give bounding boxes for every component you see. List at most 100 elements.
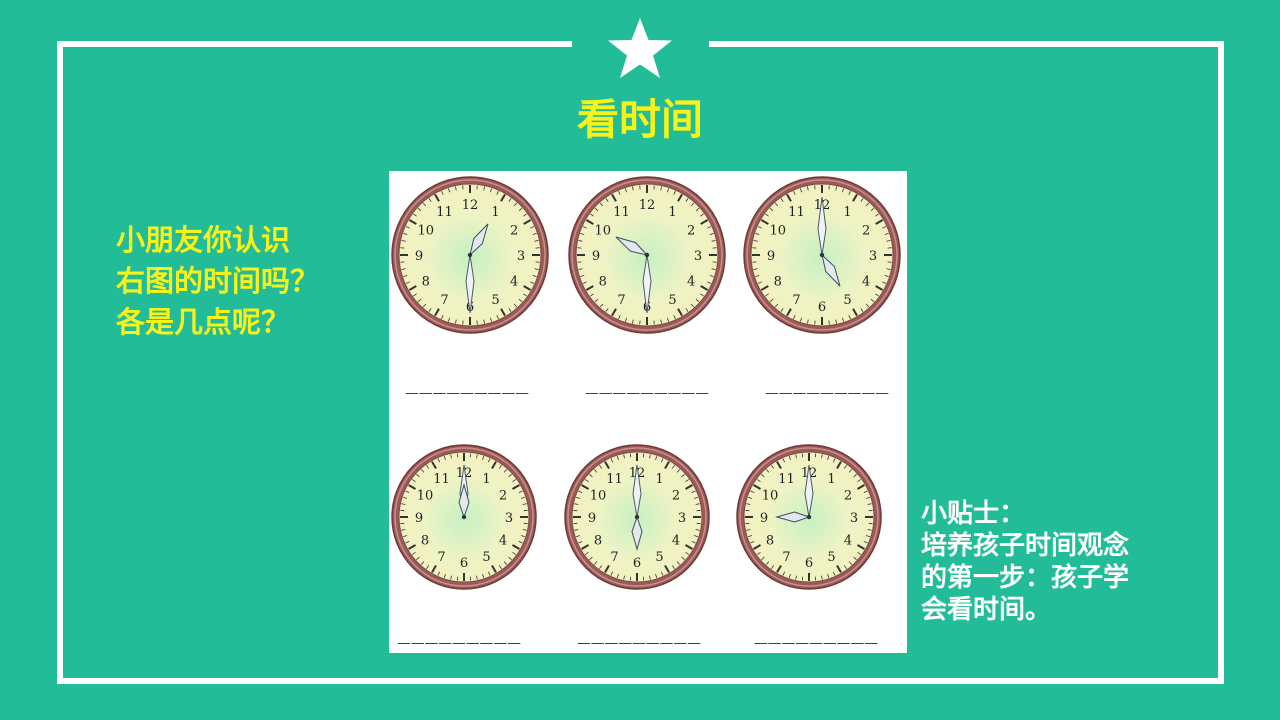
clock-minute-tick [753,240,758,242]
clock-numeral: 6 [818,300,826,315]
clock-minute-tick [660,319,662,324]
clock-minute-tick [755,275,760,277]
clock-minute-tick [884,275,889,277]
tip-line: 培养孩子时间观念 [921,531,1130,561]
clock-minute-tick [691,541,696,544]
clock-minute-tick [582,226,587,229]
clock-hour-tick [875,219,884,225]
clock-hour-tick [836,564,842,573]
clock-numeral: 4 [862,275,870,290]
clock-numeral: 9 [760,511,768,526]
clock-hour-tick [523,285,532,291]
clock-numeral: 2 [499,489,507,504]
clock-minute-tick [700,213,704,217]
clock-minute-tick [584,551,589,555]
clock-hour-tick [434,193,440,202]
clock-numeral: 4 [510,275,518,290]
clock-minute-tick [518,490,523,493]
clock-minute-tick [575,496,581,499]
clock-hour-tick [434,308,440,317]
clock-minute-tick [413,293,417,297]
clock-hour-tick [875,285,884,291]
clock-minute-tick [405,541,410,544]
clock-minute-tick [420,561,425,565]
clock-minute-tick [842,188,844,193]
clock-center-pin [806,514,812,520]
clock-minute-tick [843,565,847,570]
clock-numeral: 5 [482,550,490,565]
clock-hour-tick [581,484,590,490]
clock-rim-highlight [571,179,723,331]
clock-numeral: 5 [491,293,499,308]
clock-minute-tick [690,202,695,207]
clock-numeral: 8 [594,534,602,549]
clock-minute-tick [589,473,593,478]
clock-minute-tick [518,298,523,303]
clock-minute-tick [578,268,583,270]
clock-minute-tick [455,319,457,324]
clock-minute-tick [490,188,492,193]
clock-grid: 121234567891011 ————————— 121234567891011 —… [391,176,901,651]
clock-numeral: 2 [862,224,870,239]
clock-minute-tick [753,268,758,270]
clock: 121234567891011 [564,444,710,590]
clock-numeral: 11 [778,472,795,487]
clock-minute-tick [534,240,539,242]
clock-numeral: 7 [617,293,625,308]
clock-minute-tick [593,561,598,565]
clock-hour-tick [760,285,769,291]
clock-minute-tick [765,293,769,297]
clock-numeral: 8 [774,275,782,290]
clock-hour-tick [585,285,594,291]
clock-minute-tick [411,479,416,483]
clock-minute-tick [416,473,420,478]
answer-blank: ————————— [754,636,878,651]
clock-minute-tick [508,308,512,312]
clock-minute-tick [590,213,594,217]
clock-minute-tick [582,281,587,284]
clock-minute-tick [594,298,599,303]
clock-minute-tick [807,319,809,324]
clock-numeral: 11 [788,205,805,220]
clock-hour-tick [408,544,417,550]
clock-minute-tick [691,490,696,493]
clock-minute-tick [437,458,440,463]
clock-minute-tick [857,551,862,555]
clock: 121234567891011 [391,176,549,334]
clock-minute-tick [681,556,685,561]
clock-minute-tick [709,275,714,277]
clock-minute-tick [853,556,857,561]
clock-minute-tick [522,529,527,531]
clock-minute-tick [833,571,836,576]
clock-hour-tick [776,461,782,470]
clock-numeral: 11 [436,205,453,220]
clock-rim-highlight [567,447,707,587]
clock-numeral: 1 [827,472,835,487]
answer-blank: ————————— [585,386,709,401]
clock-minute-tick [625,317,627,322]
clock-center-pin [467,252,473,258]
clock-minute-tick [441,190,444,195]
clock-minute-tick [774,202,779,207]
clock-minute-tick [835,319,837,324]
clock-hour-tick [760,219,769,225]
clock-hour-tick [677,193,683,202]
clock-minute-tick [750,541,755,544]
question-line: 小朋友你认识 [116,223,291,257]
clock-minute-tick [401,240,406,242]
clock-center-pin [461,514,467,520]
clock-minute-tick [870,298,875,303]
clock-hour-tick [684,544,693,550]
clock-minute-tick [695,207,700,212]
clock-minute-tick [700,293,704,297]
clock-minute-tick [707,226,712,229]
clock-minute-tick [795,454,797,459]
clock-rim-highlight [746,179,898,331]
clock-minute-tick [757,226,762,229]
clock-minute-tick [711,240,716,242]
clock-minute-tick [756,551,761,555]
clock-minute-tick [795,575,797,580]
clock-minute-tick [632,186,634,191]
answer-blank: ————————— [397,636,521,651]
clock-minute-tick [593,469,598,473]
